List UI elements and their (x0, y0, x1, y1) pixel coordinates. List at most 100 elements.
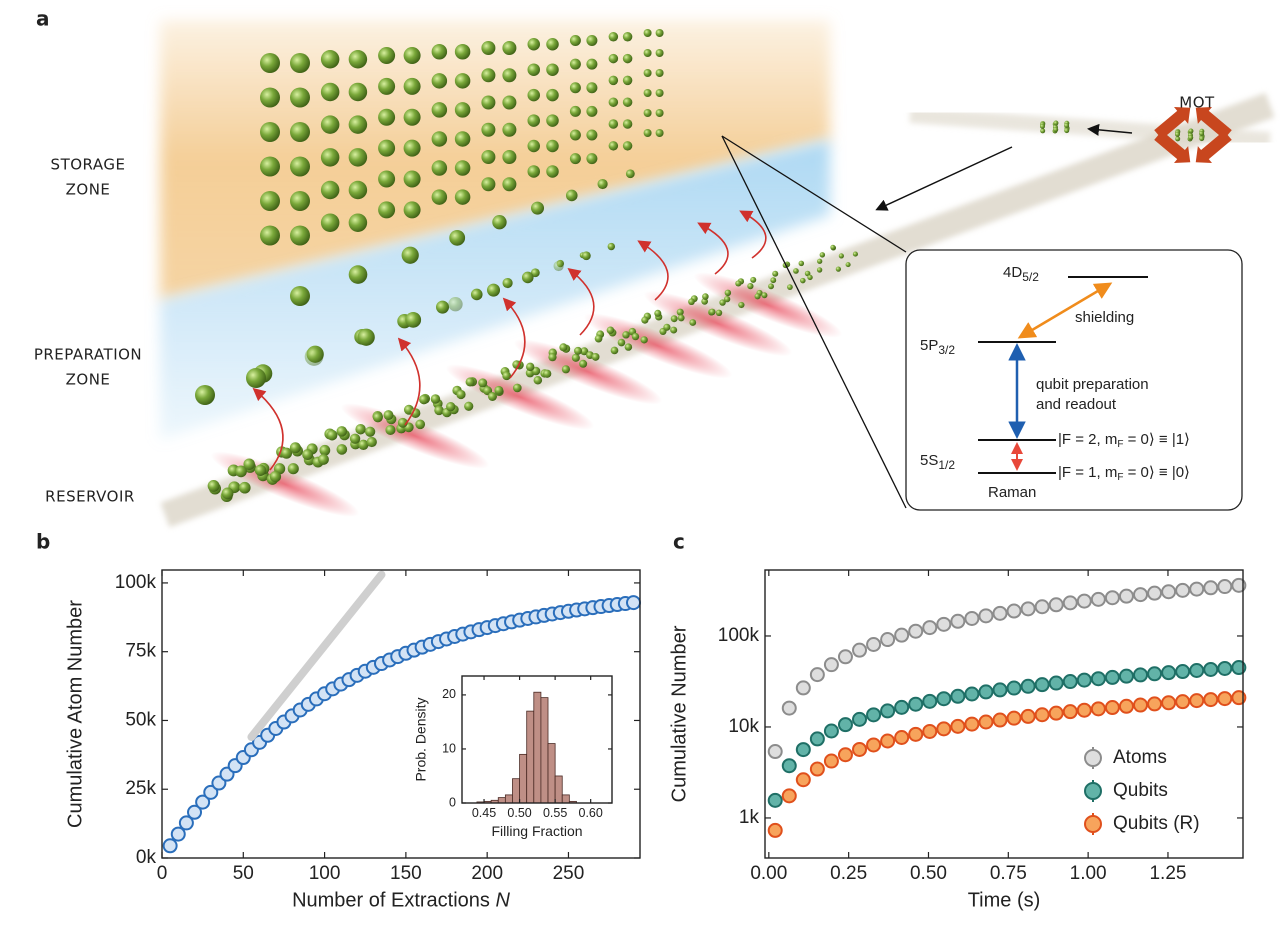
atom (816, 267, 823, 273)
data-point (837, 747, 853, 763)
data-point (1189, 662, 1205, 678)
atom (798, 260, 805, 267)
atom (195, 385, 215, 405)
atom (569, 58, 581, 70)
atom (670, 326, 678, 334)
atom (617, 338, 626, 347)
data-point (1090, 671, 1106, 687)
data-point (866, 707, 882, 723)
atom (655, 129, 664, 137)
atom (269, 470, 282, 483)
x-tick-label: 200 (471, 863, 503, 884)
atom (378, 108, 396, 126)
data-point (1203, 661, 1219, 677)
data-point (936, 721, 952, 737)
atom (546, 88, 559, 102)
atom (254, 464, 267, 476)
data-point (1231, 577, 1247, 593)
atom (290, 53, 310, 73)
legend-label: Qubits (R) (1113, 813, 1200, 834)
atom (622, 75, 633, 86)
atom (1174, 131, 1180, 137)
atom (465, 377, 475, 387)
histogram-bar (504, 794, 513, 804)
data-point (1104, 669, 1120, 685)
mot-beam-arrow (1195, 107, 1232, 140)
data-point (1062, 704, 1078, 720)
data-point (1147, 585, 1163, 601)
histogram-bar (540, 697, 549, 804)
atom (320, 115, 340, 134)
x-tick-label: 0.55 (543, 806, 567, 820)
atom (260, 53, 280, 73)
plot-frame (161, 569, 641, 859)
transfer-arrow (697, 222, 729, 275)
atom (723, 295, 731, 303)
atom (383, 410, 394, 421)
zoom-line (721, 135, 907, 253)
atom (378, 201, 396, 219)
atom (1039, 123, 1045, 129)
x-tick-label: 0.50 (507, 806, 531, 820)
atom (481, 41, 496, 55)
y-tick-label: 0 (449, 795, 456, 809)
data-point (894, 730, 910, 746)
mot-beam-arrow (1195, 130, 1232, 163)
atom (772, 270, 779, 277)
atom (701, 298, 709, 305)
atom (1199, 136, 1205, 142)
data-point (950, 718, 966, 734)
data-point (1161, 584, 1177, 600)
data-point (936, 691, 952, 707)
legend-marker (1084, 815, 1102, 833)
raman-label: Raman (988, 484, 1036, 501)
atom (318, 454, 329, 465)
data-point (1020, 678, 1036, 694)
data-point (852, 711, 868, 727)
atom (622, 53, 633, 64)
atom (454, 73, 471, 89)
atom (546, 165, 559, 178)
x-tick-label: 0.45 (472, 806, 496, 820)
atom (207, 479, 220, 492)
data-point (767, 822, 783, 838)
transition-label: qubit preparation (1036, 376, 1149, 393)
y-tick-label: 20 (442, 687, 456, 701)
data-point (978, 608, 994, 624)
data-point (1217, 579, 1233, 595)
atom (431, 131, 448, 147)
atom (807, 274, 813, 281)
x-axis-label: Number of Extractions N (292, 890, 510, 912)
atom (290, 191, 310, 211)
atom (512, 360, 521, 369)
atom (464, 401, 474, 411)
atom (372, 412, 383, 423)
data-point (1118, 668, 1134, 684)
data-point (880, 733, 896, 749)
atom (238, 481, 251, 494)
atom (487, 391, 497, 402)
atom (643, 109, 652, 117)
data-point (837, 649, 853, 665)
chart: 0.45 0.50 0.55 0.60 0 10 20 Filling Fraction Pro… (413, 675, 613, 838)
atom (546, 38, 559, 51)
data-point (1104, 700, 1120, 716)
atom (348, 213, 368, 232)
x-axis-label-var: N (495, 890, 510, 912)
atom (643, 89, 652, 97)
atom (655, 109, 664, 117)
x-tick-label: 250 (553, 863, 585, 884)
atom (260, 87, 280, 108)
state-text: |F = 1, m (1058, 464, 1117, 481)
histogram-bar (561, 794, 570, 804)
atom (348, 148, 368, 167)
histogram-bar (533, 691, 542, 804)
atom (378, 139, 396, 157)
transfer-arrow (739, 210, 767, 259)
atom (527, 88, 540, 102)
atom (580, 347, 589, 356)
y-tick-label: 0k (136, 847, 157, 868)
atom (454, 160, 471, 176)
